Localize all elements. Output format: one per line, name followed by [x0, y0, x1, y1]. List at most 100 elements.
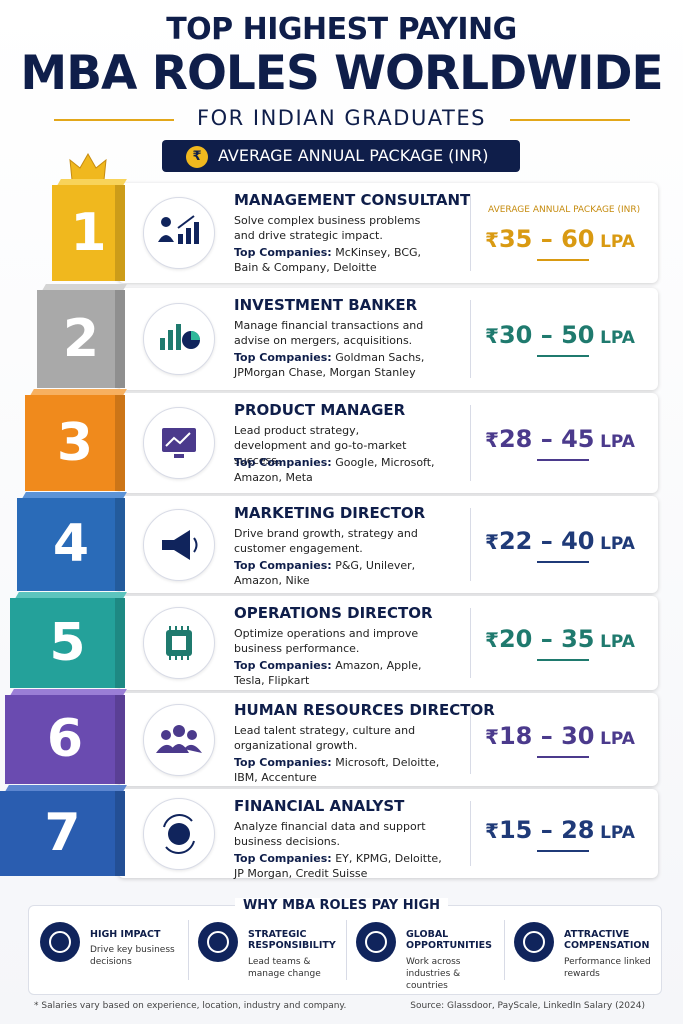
unit: LPA — [600, 432, 635, 452]
divider — [470, 508, 471, 581]
role-title: HUMAN RESOURCES DIRECTOR — [234, 701, 495, 719]
why-item-text: Performance linked rewards — [564, 957, 651, 979]
why-icon — [356, 922, 396, 962]
unit: LPA — [600, 232, 635, 252]
package-range: 20 – 35 — [498, 625, 595, 653]
badge-icon: ₹ — [186, 145, 208, 168]
unit: LPA — [600, 822, 635, 843]
why-item-title: GLOBAL OPPORTUNITIES — [406, 929, 492, 951]
rule — [54, 119, 174, 121]
companies-label: Top Companies: — [234, 852, 332, 865]
package-range: 30 – 50 — [498, 321, 595, 349]
role-description: Lead talent strategy, culture and organi… — [234, 724, 416, 752]
rank: 5 — [10, 598, 125, 688]
package: ₹18 – 30 LPA — [470, 722, 650, 750]
divider — [504, 920, 505, 980]
divider — [188, 920, 189, 980]
companies: EY, KPMG, Deloitte, JP Morgan, Credit Su… — [234, 852, 442, 880]
role-description: Lead product strategy, development and g… — [234, 424, 407, 467]
why-title: WHY MBA ROLES PAY HIGH — [0, 898, 683, 913]
companies: Microsoft, Deloitte, IBM, Accenture — [234, 756, 440, 784]
why-item-text: Lead teams & manage change — [248, 957, 321, 979]
icon-glyph — [160, 324, 200, 350]
rank: 6 — [5, 695, 125, 784]
why-item-title: HIGH IMPACT — [90, 929, 161, 940]
why-item-text: Work across industries & countries — [406, 957, 461, 991]
divider — [470, 405, 471, 481]
package-range: 35 – 60 — [498, 225, 595, 253]
currency: ₹ — [485, 724, 499, 749]
companies-label: Top Companies: — [234, 659, 332, 672]
rank: 2 — [37, 290, 125, 388]
package-range: 18 – 30 — [498, 721, 595, 750]
badge-text: AVERAGE ANNUAL PACKAGE (INR) — [218, 146, 489, 165]
footnote: * Salaries vary based on experience, loc… — [34, 1001, 347, 1011]
role-icon — [143, 407, 215, 479]
divider — [470, 300, 471, 378]
divider — [470, 705, 471, 774]
rank: 3 — [25, 395, 125, 491]
icon-glyph — [166, 626, 192, 660]
role-companies: Top Companies: Amazon, Apple, Tesla, Fli… — [234, 658, 444, 688]
package: ₹28 – 45 LPA — [470, 425, 650, 453]
companies-label: Top Companies: — [234, 756, 332, 769]
package-range: 15 – 28 — [498, 815, 595, 844]
package: ₹20 – 35 LPA — [470, 625, 650, 653]
companies-label: Top Companies: — [234, 246, 332, 259]
role-icon — [143, 607, 215, 679]
icon-glyph — [158, 215, 199, 244]
role-title: FINANCIAL ANALYST — [234, 797, 405, 815]
currency: ₹ — [485, 228, 499, 252]
unit: LPA — [600, 728, 635, 749]
package: ₹22 – 40 LPA — [470, 527, 650, 555]
role-companies: Top Companies: Goldman Sachs, JPMorgan C… — [234, 350, 444, 380]
currency: ₹ — [485, 818, 499, 843]
package-range: 22 – 40 — [498, 526, 595, 555]
currency: ₹ — [485, 628, 499, 652]
icon-glyph — [162, 428, 196, 458]
role-title: MARKETING DIRECTOR — [234, 504, 426, 522]
role-description: Manage financial transactions and advise… — [234, 319, 424, 347]
package-underline — [537, 459, 589, 461]
role-icon — [143, 303, 215, 375]
rank: 1 — [52, 185, 125, 281]
unit: LPA — [600, 328, 635, 348]
currency: ₹ — [485, 324, 499, 348]
why-item-title: ATTRACTIVE COMPENSATION — [564, 929, 650, 951]
divider — [470, 195, 471, 271]
role-icon — [143, 508, 215, 581]
currency: ₹ — [485, 428, 499, 452]
role-description: Solve complex business problems and driv… — [234, 214, 421, 242]
role-title: MANAGEMENT CONSULTANT — [234, 191, 471, 209]
why-icon — [198, 922, 238, 962]
companies: P&G, Unilever, Amazon, Nike — [234, 559, 416, 587]
why-icon — [40, 922, 80, 962]
why-glyph — [365, 931, 387, 953]
role-description: Drive brand growth, strategy and custome… — [234, 527, 418, 555]
title-line-1: TOP HIGHEST PAYING — [166, 12, 517, 47]
package: ₹30 – 50 LPA — [470, 321, 650, 349]
role-companies: Top Companies: Microsoft, Deloitte, IBM,… — [234, 755, 444, 785]
divider — [470, 608, 471, 678]
package: ₹35 – 60 LPA — [470, 225, 650, 253]
icon-glyph — [163, 813, 195, 854]
role-companies: Top Companies: EY, KPMG, Deloitte, JP Mo… — [234, 851, 444, 881]
why-glyph — [523, 931, 545, 953]
title-line-2: MBA ROLES WORLDWIDE — [20, 46, 663, 101]
companies: Amazon, Apple, Tesla, Flipkart — [234, 659, 422, 687]
why-item-text: Drive key business decisions — [90, 945, 175, 967]
role-title: INVESTMENT BANKER — [234, 296, 418, 314]
role-title: PRODUCT MANAGER — [234, 401, 406, 419]
why-icon — [514, 922, 554, 962]
package-underline — [537, 355, 589, 357]
companies: McKinsey, BCG, Bain & Company, Deloitte — [234, 246, 422, 274]
role-icon — [143, 197, 215, 269]
why-item-title: STRATEGIC RESPONSIBILITY — [248, 929, 336, 951]
companies-label: Top Companies: — [234, 559, 332, 572]
companies: Goldman Sachs, JPMorgan Chase, Morgan St… — [234, 351, 425, 379]
role-description: Analyze financial data and support busin… — [234, 820, 426, 848]
why-title-text: WHY MBA ROLES PAY HIGH — [234, 898, 449, 913]
package-label: AVERAGE ANNUAL PACKAGE (INR) — [488, 205, 641, 215]
rule — [510, 119, 630, 121]
